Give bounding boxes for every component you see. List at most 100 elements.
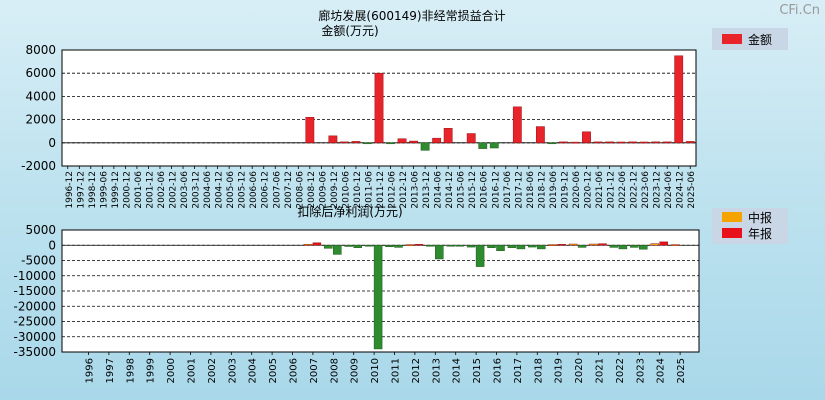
chart2-ytick-label: -15000: [13, 284, 56, 298]
chart1-xtick-label: 2015-06: [457, 171, 467, 209]
chart2-bar-annual: [618, 245, 628, 250]
legend-label-amount: 金额: [748, 32, 772, 47]
chart2-bar-annual: [394, 245, 403, 248]
chart1-xtick-label: 2003-06: [180, 171, 190, 209]
chart1-bar: [605, 141, 614, 144]
chart1-xtick-label: 1998-12: [88, 171, 98, 209]
chart1-xtick-label: 1999-06: [99, 171, 109, 209]
chart1-ytick-label: 8000: [25, 43, 56, 57]
chart1-bar: [559, 141, 568, 144]
chart1-bar: [570, 141, 580, 144]
chart1-bar: [662, 141, 672, 144]
chart2-bar-interim: [446, 245, 455, 247]
chart1-xtick-label: 2018-12: [537, 171, 547, 209]
chart2-xtick-label: 2004: [248, 358, 259, 383]
chart1-ytick-label: 0: [48, 136, 56, 150]
chart1-xtick-label: 2013-06: [411, 171, 421, 209]
chart1-ytick-label: 2000: [25, 113, 56, 127]
chart2-bar-interim: [466, 245, 476, 248]
chart1-xtick-label: 1996-12: [65, 171, 75, 209]
chart2-xtick-label: 2020: [574, 358, 585, 383]
chart1-xtick-label: 2009-06: [318, 171, 328, 209]
chart2-bar-annual: [475, 245, 485, 267]
chart1-xtick-label: 2006-12: [261, 171, 271, 209]
chart2-bar-annual: [598, 243, 607, 246]
chart1-xtick-label: 2004-06: [203, 171, 213, 209]
chart2-xtick-label: 2018: [533, 358, 544, 383]
chart1-xtick-label: 2010-06: [341, 171, 351, 209]
chart1-xtick-label: 2005-12: [238, 171, 248, 209]
chart2-bar-interim: [344, 245, 353, 247]
chart2-xtick-label: 2016: [493, 358, 504, 383]
chart2-xtick-label: 2002: [207, 358, 218, 383]
chart1-bar: [547, 142, 557, 145]
chart2-bar-annual: [659, 241, 668, 246]
chart1-bar: [685, 141, 695, 144]
chart1-xtick-label: 1997-12: [76, 171, 86, 209]
chart1-bar: [443, 128, 453, 144]
legend-swatch-annual: [722, 228, 742, 238]
chart2-bar-interim: [385, 245, 394, 248]
chart2-xtick-label: 2003: [227, 358, 238, 383]
chart2-xtick-label: 2008: [329, 358, 340, 383]
chart1-bar: [340, 141, 349, 144]
chart2-bar-annual: [455, 245, 464, 247]
chart2-title: 扣除后净利润(万元): [297, 204, 402, 219]
chart2-bar-annual: [577, 245, 587, 248]
chart2-bar-annual: [373, 245, 383, 350]
chart1-xtick-label: 2001-12: [145, 171, 155, 209]
chart1-xtick-label: 2016-12: [491, 171, 501, 209]
chart1-bar: [489, 142, 499, 149]
chart2-bar-annual: [639, 245, 648, 250]
chart1-title: 廊坊发展(600149)非经常损益合计: [318, 8, 505, 23]
chart1-xtick-label: 2014-06: [434, 171, 444, 209]
chart1-xtick-label: 2003-12: [192, 171, 202, 209]
chart2-bar-interim: [528, 245, 537, 248]
chart2-bar-interim: [364, 245, 374, 247]
chart2-xtick-label: 2014: [452, 358, 463, 383]
chart2-bar-interim: [507, 245, 517, 248]
chart2-xtick-label: 1999: [146, 358, 157, 383]
watermark: CFi.Cn: [779, 3, 820, 18]
chart1-xtick-label: 2016-06: [480, 171, 490, 209]
chart2-xtick-label: 2024: [656, 358, 667, 383]
chart1-bar: [432, 137, 442, 144]
chart1-ytick-label: 4000: [25, 89, 56, 103]
chart2-ytick-label: -20000: [13, 299, 56, 313]
chart1-xtick-label: 2018-06: [526, 171, 536, 209]
chart2-xtick-label: 1997: [105, 358, 116, 383]
chart1-bar: [512, 106, 522, 144]
chart1-xtick-label: 2025-06: [687, 171, 697, 209]
chart1-bar: [328, 135, 338, 144]
chart1-xtick-label: 2021-06: [595, 171, 605, 209]
chart1-subtitle: 金额(万元): [321, 23, 378, 38]
chart2-xtick-label: 2023: [635, 358, 646, 383]
chart1-ytick-label: 6000: [25, 66, 56, 80]
chart2-xtick-label: 2022: [615, 358, 626, 383]
chart2-xtick-label: 2025: [676, 358, 687, 383]
chart2-xtick-label: 2015: [472, 358, 483, 383]
chart1-ytick-label: -2000: [21, 159, 56, 173]
chart2-ytick-label: 5000: [25, 223, 56, 237]
chart2-xtick-label: 2017: [513, 358, 524, 383]
chart1-bar: [409, 140, 418, 144]
chart2-bar-interim: [650, 243, 659, 246]
chart1-xtick-label: 2020-12: [583, 171, 593, 209]
chart1-xtick-label: 2015-12: [468, 171, 478, 209]
chart2-xtick-label: 2011: [391, 358, 402, 383]
chart1-xtick-label: 2024-12: [676, 171, 686, 209]
chart2-bar-annual: [414, 244, 424, 246]
chart2-bar-interim: [670, 244, 680, 246]
chart2-ytick-label: -10000: [13, 269, 56, 283]
chart1-xtick-label: 2024-06: [664, 171, 674, 209]
chart2-bar-annual: [333, 245, 342, 255]
chart2-bar-interim: [303, 244, 313, 246]
chart2-xtick-label: 1998: [125, 358, 136, 383]
chart1-xtick-label: 2022-12: [630, 171, 640, 209]
chart2-xtick-label: 2007: [309, 358, 320, 383]
legend-swatch-interim: [722, 212, 742, 222]
chart2-xtick-label: 2005: [268, 358, 279, 383]
chart2-bar-annual: [557, 244, 566, 246]
chart1-xtick-label: 2023-12: [653, 171, 663, 209]
